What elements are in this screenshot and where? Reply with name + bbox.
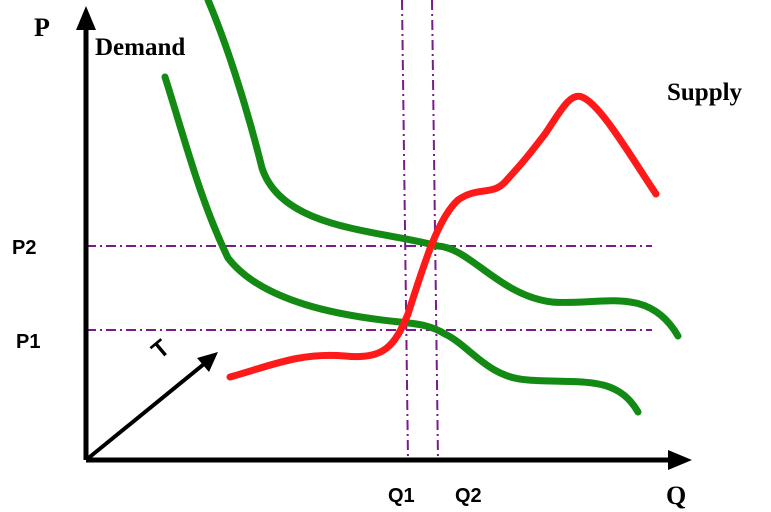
t-arrow-line (84, 362, 206, 462)
supply-curve (226, 92, 660, 381)
demand-label: Demand (95, 34, 185, 61)
p1-label: P1 (16, 331, 40, 353)
guide-line-q2 (431, 0, 439, 461)
axes (76, 6, 692, 470)
guide-lines (86, 0, 652, 461)
q-axis-label: Q (666, 481, 686, 510)
q-axis-arrow (668, 450, 692, 470)
q2-label: Q2 (455, 485, 482, 507)
q1-label: Q1 (388, 485, 415, 507)
p-axis-label: P (34, 13, 50, 42)
demand-curve-lower (161, 73, 642, 416)
t-arrow-head (197, 352, 218, 372)
demand-curve-upper (204, 0, 682, 340)
guide-line-q1 (401, 0, 409, 461)
p-axis-arrow (76, 6, 96, 30)
t-label: T (147, 334, 176, 364)
p2-label: P2 (12, 237, 36, 259)
supply-label: Supply (667, 79, 743, 106)
